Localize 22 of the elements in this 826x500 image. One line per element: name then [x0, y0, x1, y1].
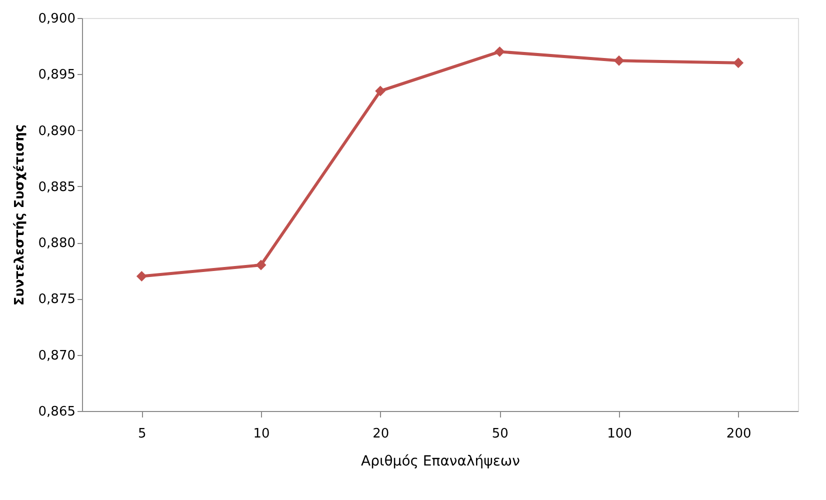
point	[375, 86, 386, 96]
y-tick-label: 0,880	[38, 236, 76, 252]
y-tick-label: 0,890	[38, 124, 76, 139]
y-tick-label: 0,865	[38, 404, 76, 420]
point	[256, 260, 266, 270]
x-tick-label: 10	[253, 426, 270, 442]
x-tick-label: 50	[492, 426, 508, 442]
y-tick-label: 0,875	[38, 292, 76, 308]
y-tick-label: 0,885	[38, 180, 76, 195]
point	[136, 271, 147, 282]
x-tick-label: 200	[726, 426, 752, 442]
point	[614, 55, 624, 66]
point	[733, 58, 744, 68]
y-tick-label: 0,900	[38, 12, 76, 26]
x-tick-label: 100	[607, 426, 632, 442]
x-axis-title: Αριθμός Επαναλήψεων	[361, 454, 520, 470]
point	[494, 46, 505, 57]
x-tick-label: 20	[372, 426, 390, 442]
y-tick-label: 0,895	[38, 68, 76, 83]
x-tick-label: 5	[138, 426, 146, 442]
y-tick-label: 0,870	[38, 348, 76, 364]
y-axis-title: Συντελεστής Συσχέτισης	[12, 124, 28, 306]
